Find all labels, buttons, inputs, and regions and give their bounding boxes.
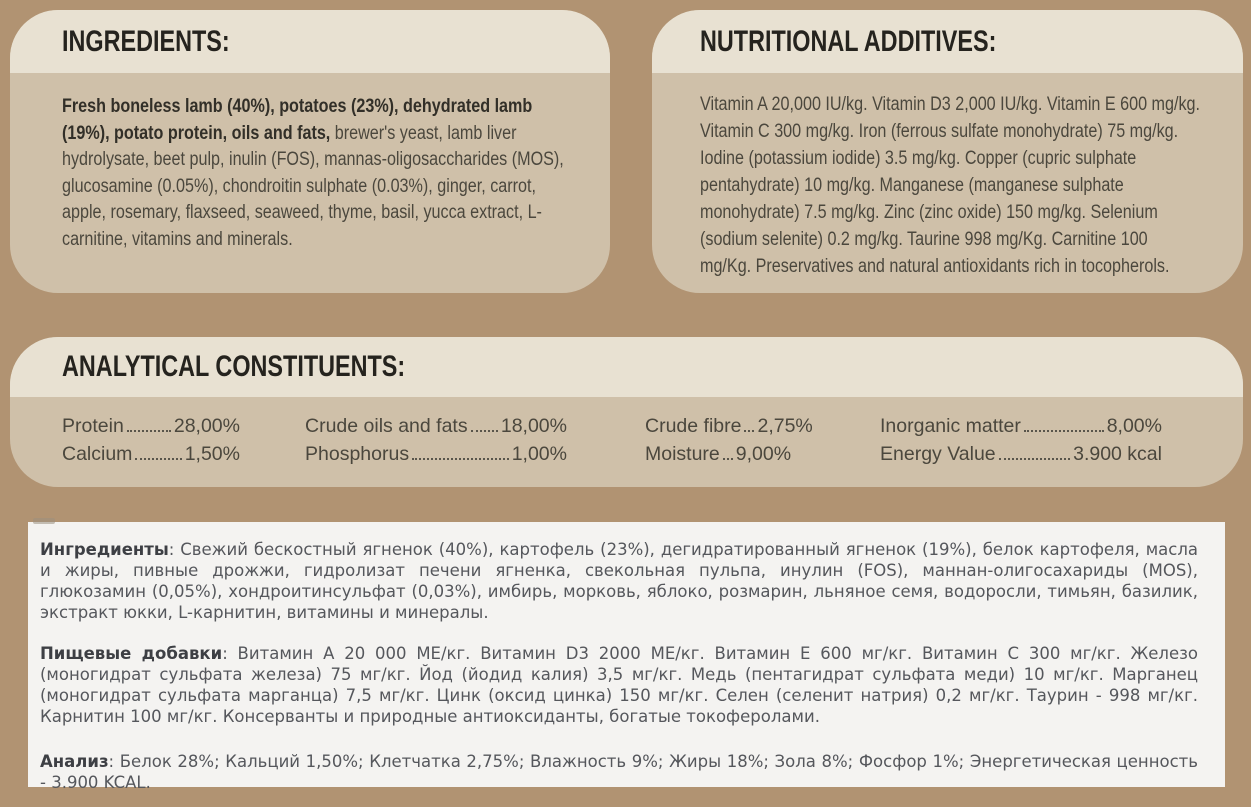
analysis-label: Inorganic matter [880,415,1021,437]
russian-translation-panel: Ингредиенты: Свежий бескостный ягненок (… [28,518,1225,792]
print-artifact-mark [33,518,55,524]
russian-additives-lead: Пищевые добавки [40,644,223,663]
russian-analysis-text: : Белок 28%; Кальций 1,50%; Клетчатка 2,… [40,752,1198,792]
analysis-row-moisture: Moisture 9,00% [645,443,791,471]
ingredients-header-band: INGREDIENTS: [10,10,610,73]
ingredients-text-bold: Fresh boneless lamb (40%), potatoes (23%… [62,96,533,144]
analysis-value: 2,75% [757,415,813,437]
analysis-label: Phosphorus [305,443,410,465]
analysis-row-energy-value: Energy Value 3.900 kcal [880,443,1162,471]
analysis-value: 1,50% [184,443,240,465]
ingredients-text: Fresh boneless lamb (40%), potatoes (23%… [62,94,574,253]
analysis-label: Protein [62,415,124,437]
russian-ingredients-paragraph: Ингредиенты: Свежий бескостный ягненок (… [40,539,1198,623]
analysis-row-calcium: Calcium 1,50% [62,443,240,471]
analysis-row-inorganic-matter: Inorganic matter 8,00% [880,415,1162,443]
russian-additives-text: : Витамин А 20 000 МЕ/кг. Витамин D3 200… [40,644,1198,726]
analysis-row-protein: Protein 28,00% [62,415,240,443]
analytical-constituents-panel: ANALYTICAL CONSTITUENTS: Protein 28,00% … [10,337,1243,487]
analysis-column-3: Crude fibre 2,75% Moisture 9,00% [645,415,813,471]
ingredients-panel: INGREDIENTS: Fresh boneless lamb (40%), … [10,10,610,293]
analysis-value: 18,00% [500,415,567,437]
analysis-value: 8,00% [1106,415,1162,437]
russian-analysis-lead: Анализ [40,752,109,771]
analysis-column-1: Protein 28,00% Calcium 1,50% [62,415,240,471]
analysis-label: Energy Value [880,443,996,465]
analysis-value: 28,00% [173,415,240,437]
analysis-label: Calcium [62,443,133,465]
russian-analysis-paragraph: Анализ: Белок 28%; Кальций 1,50%; Клетча… [40,751,1198,793]
analysis-label: Crude fibre [645,415,742,437]
analysis-row-crude-oils: Crude oils and fats 18,00% [305,415,567,443]
ingredients-title: INGREDIENTS: [62,24,230,58]
analysis-value: 9,00% [735,443,792,465]
analysis-header-band: ANALYTICAL CONSTITUENTS: [10,337,1243,397]
analysis-title: ANALYTICAL CONSTITUENTS: [62,350,406,383]
analysis-value: 1,00% [511,443,567,465]
analysis-column-4: Inorganic matter 8,00% Energy Value 3.90… [880,415,1162,471]
dot-leader [126,417,171,432]
analysis-row-phosphorus: Phosphorus 1,00% [305,443,567,471]
ingredients-text-regular: brewer's yeast, lamb liver hydrolysate, … [62,122,564,250]
dot-leader [412,445,509,460]
additives-title: NUTRITIONAL ADDITIVES: [700,24,997,58]
additives-header-band: NUTRITIONAL ADDITIVES: [652,10,1243,73]
analysis-label: Crude oils and fats [305,415,468,437]
russian-ingredients-lead: Ингредиенты [40,540,169,559]
dot-leader [744,417,755,432]
dot-leader [470,417,498,432]
analysis-column-2: Crude oils and fats 18,00% Phosphorus 1,… [305,415,567,471]
nutritional-additives-panel: NUTRITIONAL ADDITIVES: Vitamin A 20,000 … [652,10,1243,293]
additives-text: Vitamin A 20,000 IU/kg. Vitamin D3 2,000… [700,94,1201,277]
russian-additives-paragraph: Пищевые добавки: Витамин А 20 000 МЕ/кг.… [40,643,1198,727]
analysis-body: Protein 28,00% Calcium 1,50% Crude oils … [10,397,1243,487]
dot-leader [1023,417,1104,432]
analysis-label: Moisture [645,443,720,465]
russian-ingredients-text: : Свежий бескостный ягненок (40%), карто… [40,540,1198,622]
additives-body: Vitamin A 20,000 IU/kg. Vitamin D3 2,000… [652,73,1243,280]
dot-leader [135,445,182,460]
dot-leader [998,445,1071,460]
dot-leader [722,445,733,460]
ingredients-body: Fresh boneless lamb (40%), potatoes (23%… [10,73,610,253]
analysis-row-crude-fibre: Crude fibre 2,75% [645,415,813,443]
analysis-value: 3.900 kcal [1073,443,1162,465]
